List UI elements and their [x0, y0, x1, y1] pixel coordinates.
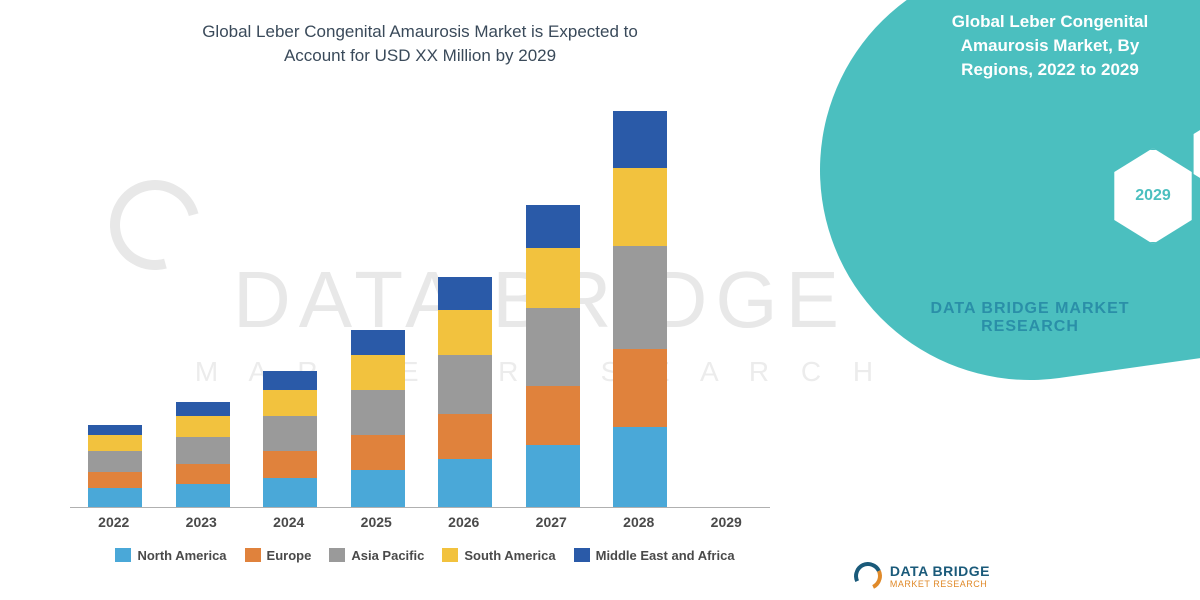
- legend-item: North America: [115, 548, 226, 563]
- chart-legend: North America Europe Asia Pacific South Ame…: [70, 548, 780, 563]
- bar-segment: [88, 425, 142, 435]
- bar-group-2026: [438, 277, 492, 507]
- panel-title-line3: Regions, 2022 to 2029: [920, 58, 1180, 82]
- legend-swatch: [115, 548, 131, 562]
- bar-segment: [351, 355, 405, 390]
- legend-label: Middle East and Africa: [596, 548, 735, 563]
- chart-plot: [70, 98, 770, 508]
- x-label: 2025: [333, 514, 421, 530]
- x-label: 2028: [595, 514, 683, 530]
- legend-label: Asia Pacific: [351, 548, 424, 563]
- bar-segment: [351, 470, 405, 507]
- x-label: 2023: [158, 514, 246, 530]
- bar-group-2024: [263, 371, 317, 506]
- bar-group-2022: [88, 425, 142, 507]
- chart-container: Global Leber Congenital Amaurosis Market…: [60, 20, 780, 580]
- bar-segment: [263, 390, 317, 417]
- logo-line1: DATA BRIDGE: [890, 563, 990, 579]
- x-label: 2026: [420, 514, 508, 530]
- bar-segment: [88, 488, 142, 506]
- bar-segment: [438, 459, 492, 506]
- legend-swatch: [245, 548, 261, 562]
- legend-item: Asia Pacific: [329, 548, 424, 563]
- right-panel: Global Leber Congenital Amaurosis Market…: [860, 0, 1200, 600]
- panel-title-line1: Global Leber Congenital: [920, 10, 1180, 34]
- bar-segment: [438, 277, 492, 310]
- bar-group-2023: [176, 402, 230, 507]
- bar-segment: [526, 445, 580, 507]
- legend-label: North America: [137, 548, 226, 563]
- bar-segment: [526, 308, 580, 386]
- bar-segment: [263, 451, 317, 478]
- bar-segment: [88, 435, 142, 451]
- brand-line2: RESEARCH: [900, 318, 1160, 336]
- bar-segment: [176, 437, 230, 464]
- bar-segment: [263, 478, 317, 507]
- hex-2029-label: 2029: [1135, 187, 1171, 205]
- bar-segment: [526, 386, 580, 445]
- legend-swatch: [442, 548, 458, 562]
- bar-segment: [351, 330, 405, 355]
- logo-text: DATA BRIDGE MARKET RESEARCH: [890, 563, 990, 589]
- bar-segment: [438, 355, 492, 414]
- legend-label: South America: [464, 548, 555, 563]
- bar-segment: [88, 472, 142, 488]
- bar-segment: [613, 111, 667, 168]
- bar-segment: [88, 451, 142, 472]
- brand-line1: DATA BRIDGE MARKET: [900, 300, 1160, 318]
- bar-segment: [176, 416, 230, 437]
- bar-segment: [438, 310, 492, 355]
- chart-title: Global Leber Congenital Amaurosis Market…: [60, 20, 780, 68]
- bar-segment: [176, 402, 230, 416]
- brand-text: DATA BRIDGE MARKET RESEARCH: [900, 300, 1160, 336]
- legend-item: Middle East and Africa: [574, 548, 735, 563]
- bar-segment: [263, 371, 317, 389]
- bar-segment: [176, 484, 230, 507]
- legend-label: Europe: [267, 548, 312, 563]
- x-label: 2024: [245, 514, 333, 530]
- bar-segment: [613, 427, 667, 507]
- bar-group-2027: [526, 205, 580, 506]
- legend-swatch: [574, 548, 590, 562]
- x-axis-labels: 20222023202420252026202720282029: [70, 514, 770, 530]
- panel-title-line2: Amaurosis Market, By: [920, 34, 1180, 58]
- bar-segment: [176, 464, 230, 485]
- logo-line2: MARKET RESEARCH: [890, 579, 990, 589]
- bar-segment: [351, 390, 405, 435]
- chart-title-line1: Global Leber Congenital Amaurosis Market…: [60, 20, 780, 44]
- bar-segment: [613, 246, 667, 349]
- bar-segment: [526, 248, 580, 307]
- legend-item: South America: [442, 548, 555, 563]
- logo-mark-icon: [850, 558, 886, 594]
- panel-title: Global Leber Congenital Amaurosis Market…: [920, 10, 1180, 81]
- x-label: 2029: [683, 514, 771, 530]
- x-label: 2027: [508, 514, 596, 530]
- bar-segment: [351, 435, 405, 470]
- bar-segment: [613, 168, 667, 246]
- footer-logo: DATA BRIDGE MARKET RESEARCH: [854, 562, 990, 590]
- bar-segment: [613, 349, 667, 427]
- bar-group-2028: [613, 111, 667, 507]
- legend-swatch: [329, 548, 345, 562]
- bar-segment: [526, 205, 580, 248]
- bar-segment: [263, 416, 317, 451]
- bar-segment: [438, 414, 492, 459]
- bar-group-2025: [351, 330, 405, 506]
- x-label: 2022: [70, 514, 158, 530]
- chart-title-line2: Account for USD XX Million by 2029: [60, 44, 780, 68]
- legend-item: Europe: [245, 548, 312, 563]
